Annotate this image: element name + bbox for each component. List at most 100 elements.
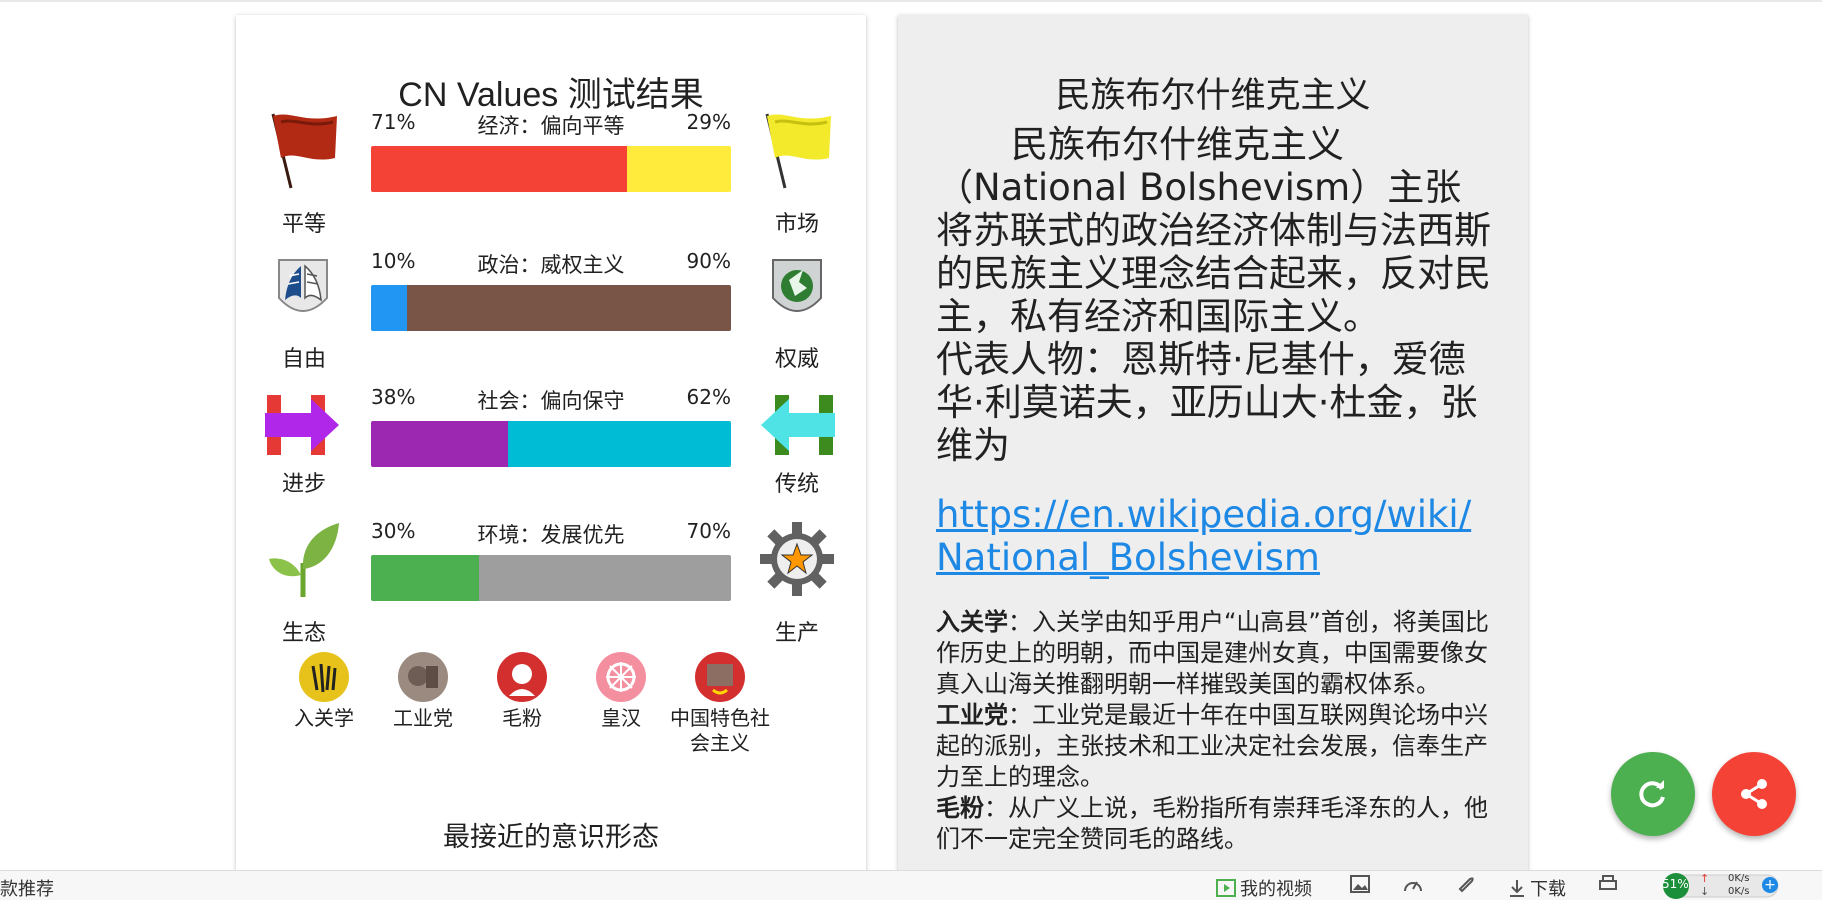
ideology-name: 皇汉 [601, 706, 641, 730]
ideology-detail-card: 民族布尔什维克主义 民族布尔什维克主义（National Bolshevism）… [898, 15, 1528, 875]
axis-left-label: 进步 [281, 472, 326, 497]
ideology-name: 中国特色社会主义 [670, 706, 770, 755]
ideology-list: 入关学 工业党 毛粉 皇汉 中国特色社会主义 [236, 652, 866, 772]
status-left-text[interactable]: 款推荐 [0, 879, 54, 900]
axis-bar-left-segment [371, 421, 508, 467]
description-text: 民族布尔什维克主义（National Bolshevism）主张将苏联式的政治经… [936, 123, 1491, 338]
note-term: 入关学 [936, 608, 1008, 636]
unicorn-shield-icon [757, 249, 837, 329]
wikipedia-link[interactable]: https://en.wikipedia.org/wiki/National_B… [936, 493, 1472, 579]
yellow-flag-icon [757, 110, 837, 190]
axis-name: 政治：威权主义 [477, 253, 625, 277]
axis-left-label: 平等 [281, 212, 326, 237]
retake-button[interactable] [1611, 752, 1695, 836]
ideology-title: 民族布尔什维克主义 [1055, 76, 1371, 116]
axis-bar [371, 146, 731, 192]
image-icon [1350, 875, 1370, 893]
ideology-badge-icon [497, 652, 547, 702]
rocket-icon [1458, 877, 1474, 893]
axis-bar-left-segment [371, 285, 407, 331]
browser-status-bar: 款推荐 我的视频 下载 51% ↑ ↓ 0K/s 0K/s + [0, 870, 1822, 900]
axis-right-label: 传统 [774, 472, 819, 497]
note-text: ：入关学由知乎用户“山高县”首创，将美国比作历史上的明朝，而中国是建州女真，中国… [936, 608, 1489, 698]
ideology-item[interactable]: 工业党 [368, 652, 478, 731]
note-term: 工业党 [936, 701, 1008, 729]
wings-of-freedom-icon [263, 249, 343, 329]
axis-name: 社会：偏向保守 [477, 389, 625, 413]
axis-bar-right-segment [479, 555, 731, 601]
my-video-label: 我的视频 [1240, 879, 1312, 900]
axis-economy: 平等 71% 经济：偏向平等 29% 市场 [236, 110, 866, 240]
axis-left-label: 生态 [281, 621, 326, 646]
axis-right-label: 市场 [774, 212, 819, 237]
add-icon: + [1762, 877, 1778, 893]
axis-bar-left-segment [371, 146, 627, 192]
axis-bar-right-segment [507, 421, 731, 467]
axis-name: 经济：偏向平等 [477, 114, 625, 138]
sprout-icon [263, 519, 343, 599]
axis-politics: 自由 10% 政治：威权主义 90% 权威 [236, 249, 866, 379]
note-item: 工业党：工业党是最近十年在中国互联网舆论场中兴起的派别，主张技术和工业决定社会发… [936, 700, 1496, 793]
ideology-name: 工业党 [393, 706, 453, 730]
upload-speed: 0K/s [1728, 873, 1750, 884]
image-button[interactable] [1350, 875, 1370, 893]
ideology-item[interactable]: 中国特色社会主义 [665, 652, 775, 756]
ideology-badge-icon [695, 652, 745, 702]
results-title: CN Values 测试结果 [398, 76, 704, 114]
ideology-name: 入关学 [294, 706, 354, 730]
axis-left-percent: 38% [371, 385, 416, 409]
top-divider [0, 0, 1822, 2]
speed-dial-button[interactable] [1403, 875, 1423, 893]
ideology-item[interactable]: 皇汉 [566, 652, 676, 731]
note-text: ：工业党是最近十年在中国互联网舆论场中兴起的派别，主张技术和工业决定社会发展，信… [936, 701, 1488, 791]
print-button[interactable] [1598, 875, 1618, 893]
axis-left-percent: 30% [371, 519, 416, 543]
axis-left-percent: 71% [371, 110, 416, 134]
axis-left-label: 自由 [281, 347, 326, 372]
ideology-badge-icon [596, 652, 646, 702]
axis-bar-right-segment [626, 146, 731, 192]
rocket-button[interactable] [1456, 875, 1476, 893]
axis-bar [371, 421, 731, 467]
ideology-notes: 入关学：入关学由知乎用户“山高县”首创，将美国比作历史上的明朝，而中国是建州女真… [936, 607, 1496, 855]
tradition-arrow-icon [757, 385, 837, 465]
note-item: 入关学：入关学由知乎用户“山高县”首创，将美国比作历史上的明朝，而中国是建州女真… [936, 607, 1496, 700]
axis-bar [371, 555, 731, 601]
download-button[interactable]: 下载 [1508, 875, 1566, 900]
ideology-item[interactable]: 毛粉 [467, 652, 577, 731]
upload-arrow-icon: ↑ [1700, 872, 1710, 885]
axis-right-label: 权威 [774, 347, 819, 372]
ideology-badge-icon [299, 652, 349, 702]
network-speed-widget[interactable]: 51% ↑ ↓ 0K/s 0K/s + [1652, 872, 1782, 899]
closest-ideology-label: 最接近的意识形态 [443, 822, 659, 853]
cpu-percent: 51% [1662, 877, 1689, 891]
share-icon [1741, 779, 1767, 809]
download-speed: 0K/s [1728, 886, 1750, 897]
ideology-name: 毛粉 [502, 706, 542, 730]
ideology-badge-icon [398, 652, 448, 702]
note-item: 毛粉：从广义上说，毛粉指所有崇拜毛泽东的人，他们不一定完全赞同毛的路线。 [936, 793, 1496, 855]
ideology-item[interactable]: 入关学 [269, 652, 379, 731]
axis-society: 进步 38% 社会：偏向保守 62% 传统 [236, 385, 866, 515]
note-term: 毛粉 [936, 794, 984, 822]
axis-right-percent: 62% [686, 385, 731, 409]
axis-right-percent: 29% [686, 110, 731, 134]
progress-arrow-icon [263, 385, 343, 465]
gear-star-icon [757, 519, 837, 599]
axis-bar-right-segment [407, 285, 731, 331]
axis-right-label: 生产 [774, 621, 819, 646]
gauge-icon [1404, 881, 1422, 892]
axis-bar [371, 285, 731, 331]
representatives-text: 代表人物：恩斯特·尼基什，爱德华·利莫诺夫，亚历山大·杜金，张维为 [936, 338, 1478, 467]
download-arrow-icon: ↓ [1700, 885, 1710, 898]
red-flag-icon [263, 110, 343, 190]
share-button[interactable] [1712, 752, 1796, 836]
download-label: 下载 [1530, 879, 1566, 900]
my-video-button[interactable]: 我的视频 [1216, 875, 1312, 900]
axis-right-percent: 70% [686, 519, 731, 543]
axis-bar-left-segment [371, 555, 479, 601]
refresh-icon [1639, 780, 1665, 808]
axis-environment: 生态 30% 环境：发展优先 70% [236, 519, 866, 649]
axis-name: 环境：发展优先 [477, 523, 625, 547]
video-icon [1216, 879, 1236, 897]
